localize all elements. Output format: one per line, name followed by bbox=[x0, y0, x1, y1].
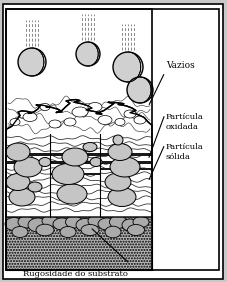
Ellipse shape bbox=[88, 102, 101, 111]
Ellipse shape bbox=[53, 164, 83, 184]
Ellipse shape bbox=[81, 224, 99, 235]
Ellipse shape bbox=[64, 118, 76, 126]
Ellipse shape bbox=[109, 215, 126, 228]
Ellipse shape bbox=[40, 103, 50, 111]
Ellipse shape bbox=[7, 144, 29, 160]
Bar bbox=[6, 9, 151, 270]
Ellipse shape bbox=[65, 216, 82, 228]
Ellipse shape bbox=[90, 158, 101, 166]
Ellipse shape bbox=[42, 215, 58, 226]
Ellipse shape bbox=[6, 173, 30, 191]
Ellipse shape bbox=[83, 142, 96, 151]
Ellipse shape bbox=[15, 158, 41, 176]
Text: Partícula
sólida: Partícula sólida bbox=[165, 144, 203, 161]
Ellipse shape bbox=[114, 118, 124, 125]
Ellipse shape bbox=[72, 107, 88, 117]
Ellipse shape bbox=[105, 226, 121, 238]
Circle shape bbox=[18, 48, 46, 76]
Ellipse shape bbox=[111, 158, 138, 176]
Ellipse shape bbox=[84, 144, 96, 151]
Text: Partícula
oxidada: Partícula oxidada bbox=[165, 113, 203, 131]
Ellipse shape bbox=[5, 217, 23, 230]
Bar bbox=[50, 173, 100, 175]
Circle shape bbox=[113, 135, 122, 145]
Ellipse shape bbox=[58, 185, 86, 203]
Ellipse shape bbox=[62, 148, 88, 166]
Ellipse shape bbox=[52, 164, 84, 184]
Circle shape bbox=[113, 52, 142, 82]
Bar bbox=[6, 153, 151, 156]
Ellipse shape bbox=[6, 143, 30, 161]
Ellipse shape bbox=[18, 216, 34, 228]
Ellipse shape bbox=[49, 120, 61, 128]
Circle shape bbox=[76, 42, 100, 66]
Ellipse shape bbox=[9, 188, 35, 206]
Ellipse shape bbox=[133, 116, 145, 124]
Ellipse shape bbox=[14, 157, 42, 177]
Ellipse shape bbox=[109, 157, 139, 177]
Ellipse shape bbox=[53, 218, 71, 230]
Ellipse shape bbox=[60, 226, 76, 237]
Bar bbox=[100, 168, 151, 170]
Ellipse shape bbox=[12, 226, 28, 237]
Ellipse shape bbox=[121, 219, 137, 231]
Text: Rugosidade do substrato: Rugosidade do substrato bbox=[22, 270, 127, 278]
Bar bbox=[6, 214, 151, 270]
Ellipse shape bbox=[10, 118, 20, 125]
Ellipse shape bbox=[28, 182, 42, 192]
Ellipse shape bbox=[106, 174, 129, 190]
Ellipse shape bbox=[63, 149, 87, 165]
Ellipse shape bbox=[36, 224, 54, 236]
Ellipse shape bbox=[109, 188, 134, 206]
Ellipse shape bbox=[57, 184, 87, 204]
Text: Vazios: Vazios bbox=[165, 61, 194, 70]
Ellipse shape bbox=[40, 158, 50, 166]
Ellipse shape bbox=[132, 217, 148, 228]
Ellipse shape bbox=[39, 158, 51, 166]
Ellipse shape bbox=[7, 175, 29, 190]
Ellipse shape bbox=[98, 218, 116, 230]
Bar bbox=[6, 160, 151, 164]
Ellipse shape bbox=[28, 218, 48, 232]
Ellipse shape bbox=[123, 110, 135, 118]
Ellipse shape bbox=[109, 144, 131, 160]
Ellipse shape bbox=[29, 183, 41, 191]
Polygon shape bbox=[6, 100, 151, 217]
Bar bbox=[6, 97, 151, 217]
Ellipse shape bbox=[88, 215, 104, 226]
Ellipse shape bbox=[10, 189, 34, 205]
Ellipse shape bbox=[23, 113, 37, 122]
Ellipse shape bbox=[76, 219, 94, 232]
Ellipse shape bbox=[105, 173, 131, 191]
Ellipse shape bbox=[108, 188, 135, 206]
Circle shape bbox=[126, 77, 152, 103]
Ellipse shape bbox=[127, 224, 144, 235]
Ellipse shape bbox=[108, 144, 131, 160]
Ellipse shape bbox=[91, 158, 101, 166]
Ellipse shape bbox=[98, 116, 111, 124]
